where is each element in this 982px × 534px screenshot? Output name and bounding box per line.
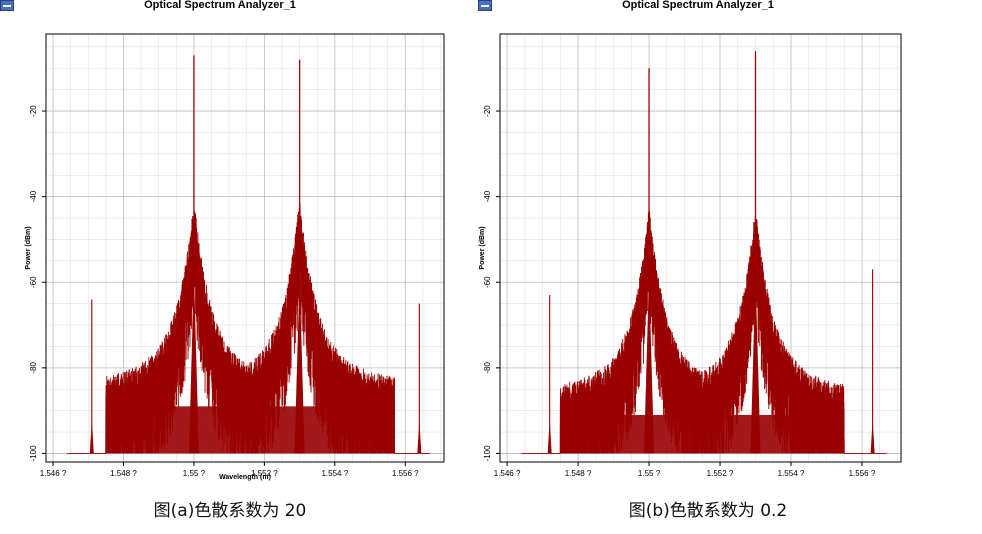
y-tick-label: -80	[29, 362, 38, 374]
x-tick-label: 1.556 ?	[849, 469, 876, 478]
osa-panel-a: Optical Spectrum Analyzer_1 1.546 ? 1.548…	[0, 0, 460, 534]
y-tick-label: -60	[29, 276, 38, 288]
side-peak-base	[870, 419, 875, 454]
x-tick-label: 1.554 ?	[321, 469, 348, 478]
x-tick-label: 1.548 ?	[110, 469, 137, 478]
y-tick-label: -60	[483, 276, 492, 288]
y-tick-label: -40	[29, 190, 38, 202]
y-tick-label: -20	[29, 105, 38, 117]
x-tick-label: 1.556 ?	[392, 469, 419, 478]
y-tick-label: -80	[483, 362, 492, 374]
x-tick-label: 1.554 ?	[778, 469, 805, 478]
carrier-skirt	[644, 273, 655, 454]
x-tick-label: 1.55 ?	[638, 469, 661, 478]
y-tick-label: -100	[29, 445, 38, 462]
x-tick-label: 1.552 ?	[707, 469, 734, 478]
y-tick-label: -40	[483, 190, 492, 202]
carrier-skirt	[750, 273, 761, 454]
chart-title: Optical Spectrum Analyzer_1	[144, 0, 296, 11]
signal-band	[105, 406, 395, 454]
x-tick-label: 1.546 ?	[494, 469, 521, 478]
osa-panel-b: Optical Spectrum Analyzer_1 1.546 ? 1.548…	[478, 0, 938, 534]
caption-b: 图(b)色散系数为 0.2	[628, 501, 788, 521]
carrier-skirt	[188, 273, 199, 454]
window-icon[interactable]	[478, 0, 492, 11]
spectrum-chart-b: 1.546 ? 1.548 ? 1.55 ? 1.552 ? 1.554 ? 1.556 …	[479, 33, 902, 478]
chart-title: Optical Spectrum Analyzer_1	[622, 0, 774, 11]
side-peak-base	[547, 419, 552, 454]
x-tick-label: 1.552 ?	[251, 469, 278, 478]
side-peak-base	[417, 419, 422, 454]
side-peak-base	[89, 419, 94, 454]
plot-frame	[499, 33, 902, 463]
y-axis-label: Power (dBm)	[479, 226, 486, 269]
y-axis-label: Power (dBm)	[25, 226, 32, 269]
y-tick-label: -100	[483, 445, 492, 462]
window-icon[interactable]	[0, 0, 14, 11]
x-axis-label: Wavelength (m)	[219, 474, 271, 481]
carrier-skirt	[294, 273, 305, 454]
signal-band	[560, 414, 845, 454]
x-tick-label: 1.55 ?	[183, 469, 206, 478]
caption-a: 图(a)色散系数为 20	[153, 501, 307, 521]
y-tick-label: -20	[483, 105, 492, 117]
plot-frame	[45, 33, 445, 463]
x-tick-label: 1.548 ?	[565, 469, 592, 478]
spectrum-chart-a: 1.546 ? 1.548 ? 1.55 ? 1.552 ? 1.554 ? 1.556 …	[25, 33, 445, 481]
x-tick-label: 1.546 ?	[40, 469, 67, 478]
